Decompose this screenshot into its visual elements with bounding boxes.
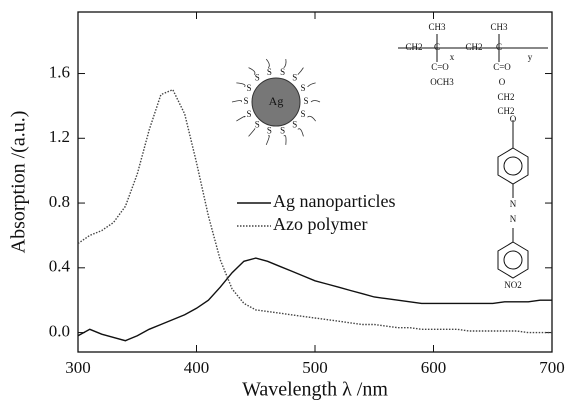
structure-label: C=O [493, 62, 511, 72]
particle-label: Ag [269, 94, 284, 108]
y-axis-label: Absorption /(a.u.) [8, 111, 30, 254]
sulfur-label: S [267, 67, 272, 77]
benzene [497, 241, 529, 279]
legend-label: Ag nanoparticles [273, 191, 395, 211]
structure-label: O [510, 114, 517, 124]
particle [251, 77, 301, 127]
series-line [77, 257, 552, 342]
sulfur-label: S [301, 83, 306, 93]
ligand [248, 128, 256, 137]
ligand [231, 100, 242, 103]
ligand [283, 59, 287, 69]
structure-label: CH2 [497, 92, 514, 102]
structure-label: N [510, 199, 517, 209]
series-line [77, 88, 552, 334]
sulfur-label: S [246, 109, 251, 119]
structure-label: y [528, 52, 533, 62]
ligand [248, 67, 256, 75]
structure-label: x [450, 52, 455, 62]
structure-label: CH2 [497, 106, 514, 116]
ligand [307, 82, 316, 88]
ligand [297, 67, 304, 75]
ligand [265, 135, 270, 146]
y-tick-label: 1.2 [49, 127, 70, 146]
sulfur-label: S [303, 96, 308, 106]
structure-label: CH3 [428, 22, 446, 32]
y-tick-label: 0.4 [49, 257, 71, 276]
y-tick-label: 0.0 [49, 321, 70, 340]
ligand [307, 115, 316, 122]
structure-label: NO2 [504, 280, 522, 290]
structure-label: C [434, 42, 440, 52]
structure-label: C=O [431, 62, 449, 72]
ligand [236, 115, 246, 122]
ring [503, 250, 523, 270]
ligand [310, 100, 321, 103]
structure-label: C [496, 42, 502, 52]
sulfur-label: S [243, 96, 248, 106]
y-tick-label: 1.6 [49, 62, 70, 81]
legend-label: Azo polymer [273, 214, 367, 234]
structure-label: CH3 [490, 22, 508, 32]
structure-label: OCH3 [430, 77, 454, 87]
ligand [283, 135, 287, 145]
sulfur-label: S [280, 67, 285, 77]
sulfur-label: S [280, 125, 285, 135]
x-tick-label: 300 [65, 358, 91, 377]
sulfur-label: S [292, 73, 297, 83]
ligand [297, 128, 304, 137]
y-tick-label: 0.8 [49, 192, 70, 211]
ligand [265, 58, 270, 69]
x-tick-label: 600 [421, 358, 447, 377]
sulfur-label: S [301, 109, 306, 119]
sulfur-label: S [246, 83, 251, 93]
x-tick-label: 400 [184, 358, 210, 377]
structure-inset [398, 34, 548, 279]
sulfur-label: S [292, 120, 297, 130]
sulfur-label: S [267, 125, 272, 135]
structure-label: O [499, 77, 506, 87]
structure-label: CH2 [465, 42, 482, 52]
x-tick-label: 500 [302, 358, 328, 377]
sulfur-label: S [255, 120, 260, 130]
ring [503, 156, 523, 176]
x-axis-label: Wavelength λ /nm [242, 379, 388, 401]
benzene [497, 147, 529, 185]
structure-label: CH2 [405, 42, 422, 52]
ligand [236, 82, 246, 88]
plot-frame [77, 11, 553, 353]
x-tick-label: 700 [539, 358, 565, 377]
nanoparticle-inset [251, 77, 301, 127]
sulfur-label: S [255, 73, 260, 83]
structure-label: N [510, 214, 517, 224]
